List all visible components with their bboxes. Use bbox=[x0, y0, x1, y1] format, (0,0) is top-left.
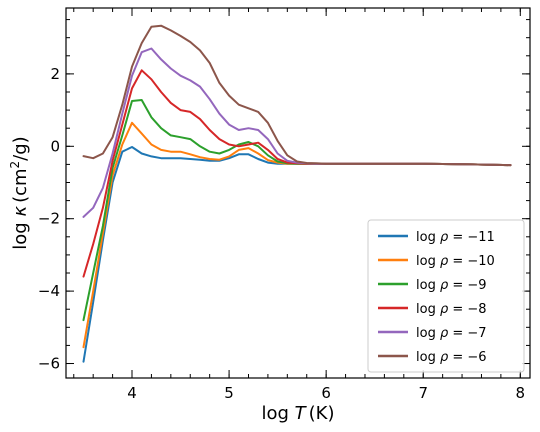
x-tick-label: 8 bbox=[516, 384, 526, 402]
y-tick-label: −4 bbox=[38, 282, 60, 300]
y-tick-label: −2 bbox=[38, 210, 60, 228]
legend-label: log ρ = −9 bbox=[416, 278, 487, 293]
y-tick-label: 0 bbox=[50, 137, 60, 155]
legend-label: log ρ = −11 bbox=[416, 230, 495, 245]
x-tick-label: 4 bbox=[127, 384, 137, 402]
x-tick-label: 5 bbox=[224, 384, 234, 402]
legend-label: log ρ = −8 bbox=[416, 302, 487, 317]
legend-label: log ρ = −10 bbox=[416, 254, 495, 269]
x-tick-label: 7 bbox=[418, 384, 428, 402]
plot-frame bbox=[65, 7, 531, 379]
y-tick-label: −6 bbox=[38, 355, 60, 373]
legend-label: log ρ = −7 bbox=[416, 326, 487, 341]
y-axis-label: log κ(cm2/g) bbox=[8, 136, 31, 249]
ticks-layer: 4 5 6 7 8 −6 −4 −2 0 2 bbox=[38, 8, 530, 402]
x-tick-label: 6 bbox=[321, 384, 331, 402]
legend: log ρ = −11 log ρ = −10 log ρ = −9 log ρ = … bbox=[367, 219, 525, 373]
series-line-5 bbox=[82, 24, 512, 167]
series-line-4 bbox=[82, 47, 512, 218]
legend-box bbox=[367, 219, 525, 373]
legend-items: log ρ = −11 log ρ = −10 log ρ = −9 log ρ = … bbox=[378, 230, 495, 365]
legend-label: log ρ = −6 bbox=[416, 350, 487, 365]
y-tick-label: 2 bbox=[50, 65, 60, 83]
series-layer bbox=[82, 24, 512, 363]
x-axis-label: log T (K) bbox=[261, 403, 334, 424]
